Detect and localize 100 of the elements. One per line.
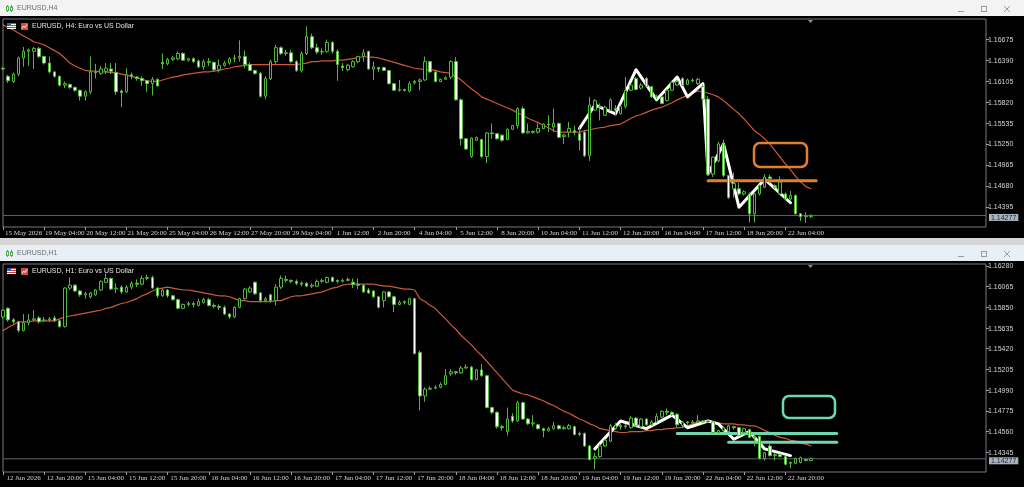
candlestick [58,75,61,88]
candlestick [233,54,236,63]
candlestick [573,125,576,136]
candlestick [259,291,262,304]
candlestick [650,85,653,99]
candlestick [6,74,10,84]
candlestick [408,297,411,306]
candlestick [794,194,797,216]
candlestick [799,456,802,464]
candlestick [722,426,725,433]
candlestick [238,297,241,309]
candlestick [238,39,241,63]
candlestick [624,76,627,110]
candlestick [300,50,303,74]
candlestick [511,412,514,424]
candlestick [120,89,123,108]
candlestick [114,62,118,96]
candlestick [94,288,97,297]
candlestick [691,78,694,83]
candlestick [552,421,555,431]
candlestick [377,66,380,73]
candlestick [768,174,772,185]
candlestick [120,284,123,295]
candlestick [614,422,617,431]
candlestick [223,304,226,316]
candlestick [27,47,30,67]
candlestick [619,104,622,116]
candlestick [789,190,792,202]
candlestick [130,72,133,80]
candlestick [341,62,344,72]
candlestick [48,55,51,74]
candlestick [403,300,406,305]
candlestick [686,78,689,86]
candlestick [336,48,339,82]
candlestick [439,78,442,83]
candlestick [784,191,787,201]
candlestick [84,89,87,102]
candlestick [567,121,571,138]
candlestick [717,141,720,163]
candlestick [799,212,802,222]
candlestick [233,305,236,319]
candlestick [403,88,406,93]
candlestick [53,70,56,79]
candlestick [12,317,15,325]
candlestick [17,320,20,333]
candlestick [614,104,617,116]
candlestick [434,384,437,390]
candlestick [187,301,190,307]
candlestick [166,288,169,299]
candlestick [655,94,658,100]
candlestick [341,277,344,283]
candlestick [166,57,169,66]
candlestick [794,457,797,465]
candlestick [336,278,339,284]
candlestick [161,288,164,298]
candlestick [372,61,375,81]
candlestick [727,424,730,434]
candlestick [444,75,447,81]
candlestick [609,423,612,443]
candlestick [269,293,272,304]
candlestick [691,419,694,425]
candlestick [413,297,416,356]
candlestick [331,40,334,55]
candlestick [89,291,92,300]
candlestick [444,368,447,386]
candlestick [583,130,586,158]
candlestick [763,173,766,189]
candlestick [192,56,195,64]
candlestick [300,280,303,287]
candlestick [130,280,133,290]
candlestick [398,300,401,306]
candlestick [84,291,87,300]
candlestick [552,108,555,133]
candlestick [89,55,92,95]
candlestick [156,286,159,299]
line-series [2,24,812,190]
candlestick [475,136,478,142]
candlestick [542,427,545,438]
candlestick [269,58,272,81]
candlestick [727,174,730,200]
candlestick [722,139,725,178]
candlestick [17,55,20,77]
candlestick [516,400,519,423]
candlestick [758,183,761,196]
candlestick [753,191,756,224]
candlestick [408,80,411,93]
candlestick [331,276,334,283]
candlestick [506,406,509,436]
candlestick [439,381,442,389]
candlestick [346,276,350,282]
candlestick [305,25,308,56]
candlestick [542,122,545,130]
candlestick [259,71,262,99]
candlestick [362,48,365,63]
candlestick [470,365,473,382]
candlestick [367,287,370,295]
candlestick [696,77,700,86]
candlestick [588,444,591,461]
candlestick [362,283,365,294]
candlestick [583,432,586,448]
